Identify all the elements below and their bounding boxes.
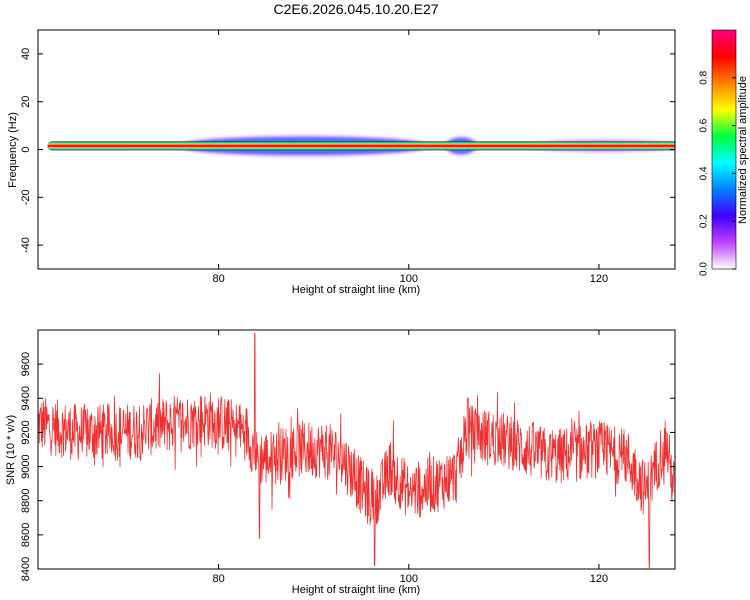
snr-x-axis: 80 100 120 — [213, 330, 608, 585]
spectrogram-x-tick-label: 80 — [213, 273, 225, 285]
snr-y-axis: 8400 8600 8800 9000 9200 9400 9600 — [20, 352, 675, 581]
snr-y-tick-label: 9600 — [20, 352, 32, 376]
snr-y-tick-label: 8400 — [20, 557, 32, 581]
snr-y-tick-label: 8800 — [20, 488, 32, 512]
spectrogram-image — [47, 135, 675, 157]
snr-panel: 80 100 120 8400 8600 8800 9000 9200 9400 9600 He… — [5, 329, 676, 596]
spectrogram-y-tick-label: 20 — [20, 96, 32, 108]
spectrogram-carrier-band — [47, 145, 675, 147]
colorbar-label: Normalized spectral amplitude — [737, 76, 749, 224]
snr-y-tick-label: 9400 — [20, 386, 32, 410]
spectrogram-y-label: Frequency (Hz) — [7, 112, 19, 188]
spectrogram-y-tick-label: 40 — [20, 48, 32, 60]
snr-y-label: SNR (10 * v/v) — [5, 415, 17, 485]
spectrogram-y-tick-label: 0 — [20, 146, 32, 152]
spectrogram-y-axis: -40 -20 0 20 40 — [20, 48, 675, 253]
colorbar-scale — [711, 29, 737, 270]
colorbar-tick-label: 0.6 — [699, 118, 710, 132]
spectrogram-x-tick-label: 120 — [590, 273, 608, 285]
snr-x-label: Height of straight line (km) — [292, 584, 420, 596]
snr-y-tick-label: 9000 — [20, 454, 32, 478]
spectrogram-panel: 80 100 120 -40 -20 0 20 40 Height of straight … — [7, 29, 676, 296]
spectrogram-x-axis: 80 100 120 — [213, 30, 608, 285]
page-title: C2E6.2026.045.10.20.E27 — [273, 1, 439, 17]
snr-x-tick-label: 120 — [590, 573, 608, 585]
colorbar-tick-label: 0.8 — [699, 70, 710, 84]
colorbar-tick-label: 0.2 — [699, 214, 710, 228]
spectrogram-x-label: Height of straight line (km) — [292, 284, 420, 296]
colorbar-tick-label: 0.4 — [699, 166, 710, 180]
snr-x-tick-label: 100 — [400, 573, 418, 585]
snr-x-tick-label: 80 — [213, 573, 225, 585]
spectrogram-x-tick-label: 100 — [400, 273, 418, 285]
snr-y-tick-label: 9200 — [20, 420, 32, 444]
colorbar-tick-label: 0.0 — [699, 262, 710, 276]
snr-frame — [37, 329, 676, 570]
spectrogram-y-tick-label: -40 — [20, 237, 32, 253]
colorbar: 0.0 0.2 0.4 0.6 0.8 Normalized spectral ampl… — [699, 29, 749, 276]
spectrogram-y-tick-label: -20 — [20, 189, 32, 205]
snr-y-tick-label: 8600 — [20, 523, 32, 547]
snr-series-line — [38, 333, 675, 568]
colorbar-ticks: 0.0 0.2 0.4 0.6 0.8 — [699, 70, 736, 276]
